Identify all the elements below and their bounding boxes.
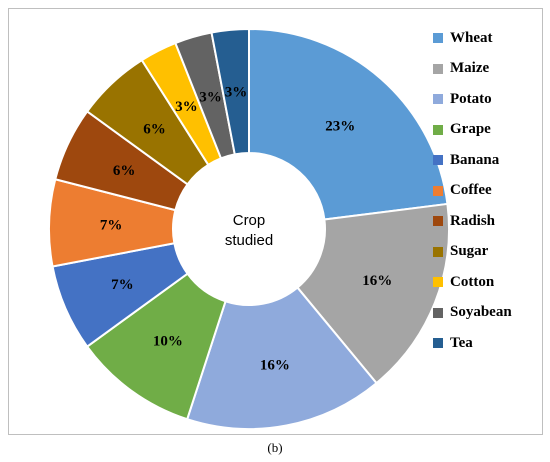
data-label-grape: 10% <box>153 334 183 350</box>
legend-label: Maize <box>450 60 490 77</box>
legend-item-maize: Maize <box>433 54 543 85</box>
legend-label: Sugar <box>450 243 489 260</box>
legend-label: Cotton <box>450 273 495 290</box>
figure-caption: (b) <box>267 440 283 455</box>
legend-swatch <box>433 63 443 74</box>
data-label-banana: 7% <box>111 277 134 293</box>
slices-group <box>48 27 449 430</box>
legend-label: Banana <box>450 151 500 168</box>
slice-potato <box>185 286 378 430</box>
data-label-radish: 6% <box>113 163 136 179</box>
legend-item-cotton: Cotton <box>433 267 543 298</box>
data-label-potato: 16% <box>260 358 290 374</box>
legend-label: Soyabean <box>450 304 512 321</box>
data-label-maize: 16% <box>362 273 392 289</box>
legend-label: Coffee <box>450 182 492 199</box>
slice-maize <box>296 202 449 385</box>
legend-swatch <box>433 185 443 196</box>
data-label-soyabean: 3% <box>199 89 222 105</box>
legend-item-radish: Radish <box>433 206 543 237</box>
legend-item-sugar: Sugar <box>433 237 543 268</box>
legend-swatch <box>433 277 443 288</box>
legend-item-soyabean: Soyabean <box>433 298 543 329</box>
legend-label: Grape <box>450 121 491 138</box>
legend-swatch <box>433 94 443 105</box>
legend-item-tea: Tea <box>433 328 543 359</box>
legend-label: Potato <box>450 90 492 107</box>
center-label-line-1: Crop <box>233 212 266 229</box>
slice-tea <box>210 27 250 156</box>
legend-item-grape: Grape <box>433 115 543 146</box>
legend-swatch <box>433 33 443 44</box>
donut-chart: 23%16%16%10%7%7%6%6%3%3% 3% Crop studied <box>48 27 449 430</box>
legend-swatch <box>433 307 443 318</box>
legend-label: Tea <box>450 334 473 351</box>
legend-swatch <box>433 155 443 166</box>
slice-wheat <box>248 27 449 221</box>
legend-swatch <box>433 246 443 257</box>
data-labels-group: 23%16%16%10%7%7%6%6%3%3% 3% <box>100 85 392 374</box>
legend: Wheat Maize Potato Grape Banana Coffee Radish S… <box>433 23 543 359</box>
data-label-cotton: 3% <box>175 99 198 115</box>
legend-swatch <box>433 216 443 227</box>
legend-swatch <box>433 338 443 349</box>
legend-item-potato: Potato <box>433 84 543 115</box>
legend-item-wheat: Wheat <box>433 23 543 54</box>
legend-label: Radish <box>450 212 496 229</box>
legend-label: Wheat <box>450 29 493 46</box>
chart-frame: 23% 16% 16% 10% 7% 7% 6% 6% 3% 3% 3% Crop studied … <box>8 8 543 435</box>
legend-item-banana: Banana <box>433 145 543 176</box>
legend-swatch <box>433 124 443 135</box>
data-label-sugar: 6% <box>143 121 166 137</box>
center-label-line-2: studied <box>225 232 273 249</box>
data-label-wheat: 23% <box>325 118 355 134</box>
data-label-coffee: 7% <box>100 218 123 234</box>
legend-item-coffee: Coffee <box>433 176 543 207</box>
data-label-tea: 3% <box>225 85 248 101</box>
